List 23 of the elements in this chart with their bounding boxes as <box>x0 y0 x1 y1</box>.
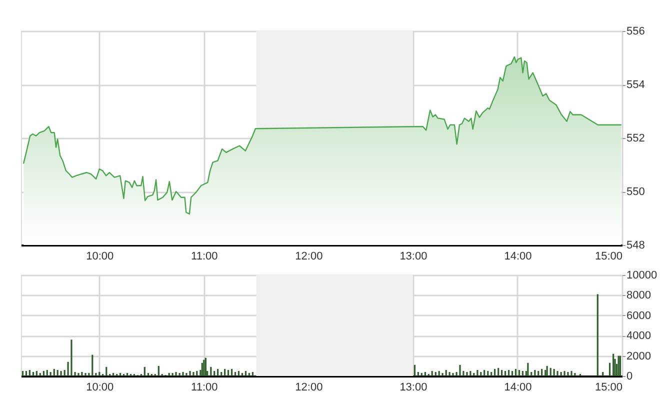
x-tick-label: 15:00 <box>594 382 622 394</box>
x-tick-label: 10:00 <box>86 250 114 262</box>
y-tick-label: 2000 <box>626 350 651 362</box>
x-tick-label: 11:00 <box>191 382 218 394</box>
x-tick-label: 12:00 <box>295 250 323 262</box>
y-tick-label: 548 <box>626 240 645 252</box>
x-tick-label: 11:00 <box>191 250 218 262</box>
y-tick-label: 10000 <box>626 270 658 282</box>
x-tick-label: 10:00 <box>86 382 114 394</box>
y-tick-label: 556 <box>626 26 645 38</box>
y-tick-label: 550 <box>626 186 645 198</box>
y-tick-label: 0 <box>626 370 633 382</box>
y-tick-label: 4000 <box>626 330 651 342</box>
x-tick-label: 13:00 <box>400 250 428 262</box>
x-tick-label: 14:00 <box>504 250 532 262</box>
x-tick-label: 12:00 <box>295 382 323 394</box>
x-tick-label: 14:00 <box>504 382 532 394</box>
y-tick-label: 8000 <box>626 290 651 302</box>
y-tick-label: 554 <box>626 79 645 91</box>
y-tick-label: 6000 <box>626 310 651 322</box>
x-tick-label: 15:00 <box>594 250 622 262</box>
x-tick-label: 13:00 <box>400 382 428 394</box>
y-tick-label: 552 <box>626 132 645 144</box>
